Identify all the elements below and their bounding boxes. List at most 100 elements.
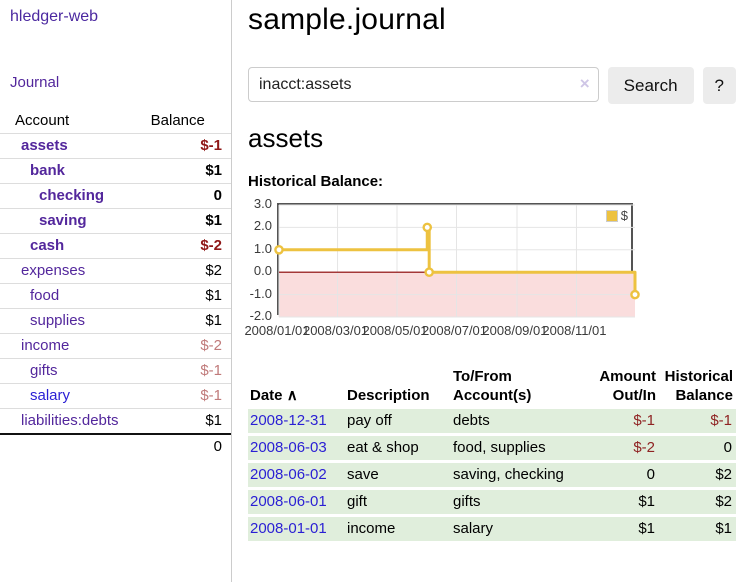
transaction-balance: $2 (659, 490, 736, 514)
accounts-total-value: 0 (150, 433, 231, 459)
account-balance: $1 (150, 308, 231, 334)
account-link[interactable]: expenses (21, 262, 86, 279)
transaction-amount: 0 (597, 463, 659, 487)
transaction-accounts: food, supplies (451, 436, 597, 460)
accounts-table: Account Balance assets $-1 bank $1 check… (0, 109, 231, 459)
account-row: checking 0 (0, 183, 231, 209)
transaction-amount: $1 (597, 490, 659, 514)
accounts-total-row: 0 (0, 433, 231, 459)
x-axis-tick-label: 2008/11/01 (542, 323, 607, 338)
transaction-row: 2008-12-31 pay off debts $-1 $-1 (248, 409, 736, 433)
account-row: cash $-2 (0, 233, 231, 259)
transaction-date-link[interactable]: 2008-06-03 (250, 439, 327, 456)
transaction-date-link[interactable]: 2008-12-31 (250, 412, 327, 429)
transaction-date-link[interactable]: 2008-01-01 (250, 520, 327, 537)
account-balance: $1 (150, 208, 231, 234)
chart-plot-area: $ (274, 203, 640, 318)
register-header-accounts: To/From Account(s) (453, 368, 532, 404)
transaction-balance: 0 (659, 436, 736, 460)
account-link[interactable]: income (21, 337, 70, 354)
account-row: liabilities:debts $1 (0, 408, 231, 434)
legend-swatch (605, 209, 618, 222)
register-table: Date ∧ Description To/From Account(s) Am… (248, 363, 736, 544)
x-axis-tick-label: 2008/01/01 (244, 323, 310, 338)
y-axis-tick-label: -2.0 (249, 308, 272, 323)
register-header-description: Description (347, 387, 430, 404)
legend-label: $ (620, 208, 628, 223)
account-link[interactable]: gifts (30, 362, 58, 379)
transaction-description: pay off (345, 409, 451, 433)
sidebar-item-journal[interactable]: Journal (10, 74, 60, 91)
chart-legend: $ (605, 208, 628, 223)
register-header-amount: Amount Out/In (599, 368, 656, 404)
accounts-header-balance: Balance (150, 112, 205, 129)
account-row: income $-2 (0, 333, 231, 359)
page-title: sample.journal (248, 3, 446, 36)
transaction-accounts: gifts (451, 490, 597, 514)
transaction-row: 2008-06-03 eat & shop food, supplies $-2… (248, 436, 736, 460)
transaction-date-link[interactable]: 2008-06-02 (250, 466, 327, 483)
account-balance: $-1 (150, 358, 231, 384)
account-balance: $1 (150, 283, 231, 309)
account-row: supplies $1 (0, 308, 231, 334)
transaction-amount: $1 (597, 517, 659, 541)
accounts-header-account: Account (15, 112, 70, 129)
sidebar: hledger-web Journal Account Balance asse… (0, 0, 232, 582)
account-balance: $1 (150, 158, 231, 184)
account-link[interactable]: food (30, 287, 60, 304)
app-title-link[interactable]: hledger-web (10, 8, 99, 25)
account-link[interactable]: liabilities:debts (21, 412, 119, 429)
account-link[interactable]: checking (39, 187, 105, 204)
main-content: sample.journal × Search ? assets Histori… (244, 0, 736, 544)
account-balance: $-2 (150, 333, 231, 359)
y-axis-tick-label: 2.0 (253, 218, 272, 234)
account-row: bank $1 (0, 158, 231, 184)
transaction-balance: $2 (659, 463, 736, 487)
account-link[interactable]: assets (21, 137, 68, 154)
account-row: expenses $2 (0, 258, 231, 284)
y-axis-tick-label: 3.0 (253, 196, 272, 211)
y-axis-tick-label: 0.0 (253, 263, 272, 279)
register-header-historical: Historical Balance (664, 368, 733, 404)
transaction-balance: $-1 (659, 409, 736, 433)
account-row: gifts $-1 (0, 358, 231, 384)
help-button[interactable]: ? (702, 67, 736, 104)
transaction-description: eat & shop (345, 436, 451, 460)
transaction-row: 2008-06-01 gift gifts $1 $2 (248, 490, 736, 514)
search-form: × Search ? (248, 67, 736, 104)
transaction-balance: $1 (659, 517, 736, 541)
account-balance: $1 (150, 408, 231, 434)
account-balance: $-1 (150, 383, 231, 409)
transaction-row: 2008-01-01 income salary $1 $1 (248, 517, 736, 541)
x-axis-tick-label: 2008/07/01 (421, 323, 488, 338)
account-row: assets $-1 (0, 133, 231, 159)
transaction-date-link[interactable]: 2008-06-01 (250, 493, 327, 510)
transaction-accounts: debts (451, 409, 597, 433)
x-axis-tick-label: 2008/03/01 (302, 323, 369, 338)
x-axis-tick-label: 2008/05/01 (362, 323, 428, 338)
account-balance: $-1 (150, 133, 231, 159)
account-row: food $1 (0, 283, 231, 309)
clear-search-icon[interactable]: × (579, 74, 590, 93)
register-header-date[interactable]: Date ∧ (250, 387, 298, 404)
transaction-row: 2008-06-02 save saving, checking 0 $2 (248, 463, 736, 487)
transaction-accounts: saving, checking (451, 463, 597, 487)
account-row: saving $1 (0, 208, 231, 234)
search-input[interactable] (248, 67, 599, 102)
account-balance: 0 (150, 183, 231, 209)
account-balance: $-2 (150, 233, 231, 259)
account-heading: assets (248, 123, 324, 153)
account-link[interactable]: saving (39, 212, 87, 229)
y-axis-tick-label: 1.0 (253, 240, 272, 256)
account-link[interactable]: bank (30, 162, 66, 179)
account-link[interactable]: cash (30, 237, 65, 254)
account-link[interactable]: supplies (30, 312, 86, 329)
account-link[interactable]: salary (30, 387, 71, 404)
transaction-accounts: salary (451, 517, 597, 541)
chart-title: Historical Balance: (248, 173, 384, 190)
transaction-description: save (345, 463, 451, 487)
historical-balance-chart: $ 3.0 2.0 1.0 0.0 -1.0 -2.0 2008/01/01 2008/03/… (244, 196, 736, 349)
search-button[interactable]: Search (607, 67, 694, 104)
y-axis-tick-label: -1.0 (249, 285, 272, 301)
transaction-description: gift (345, 490, 451, 514)
